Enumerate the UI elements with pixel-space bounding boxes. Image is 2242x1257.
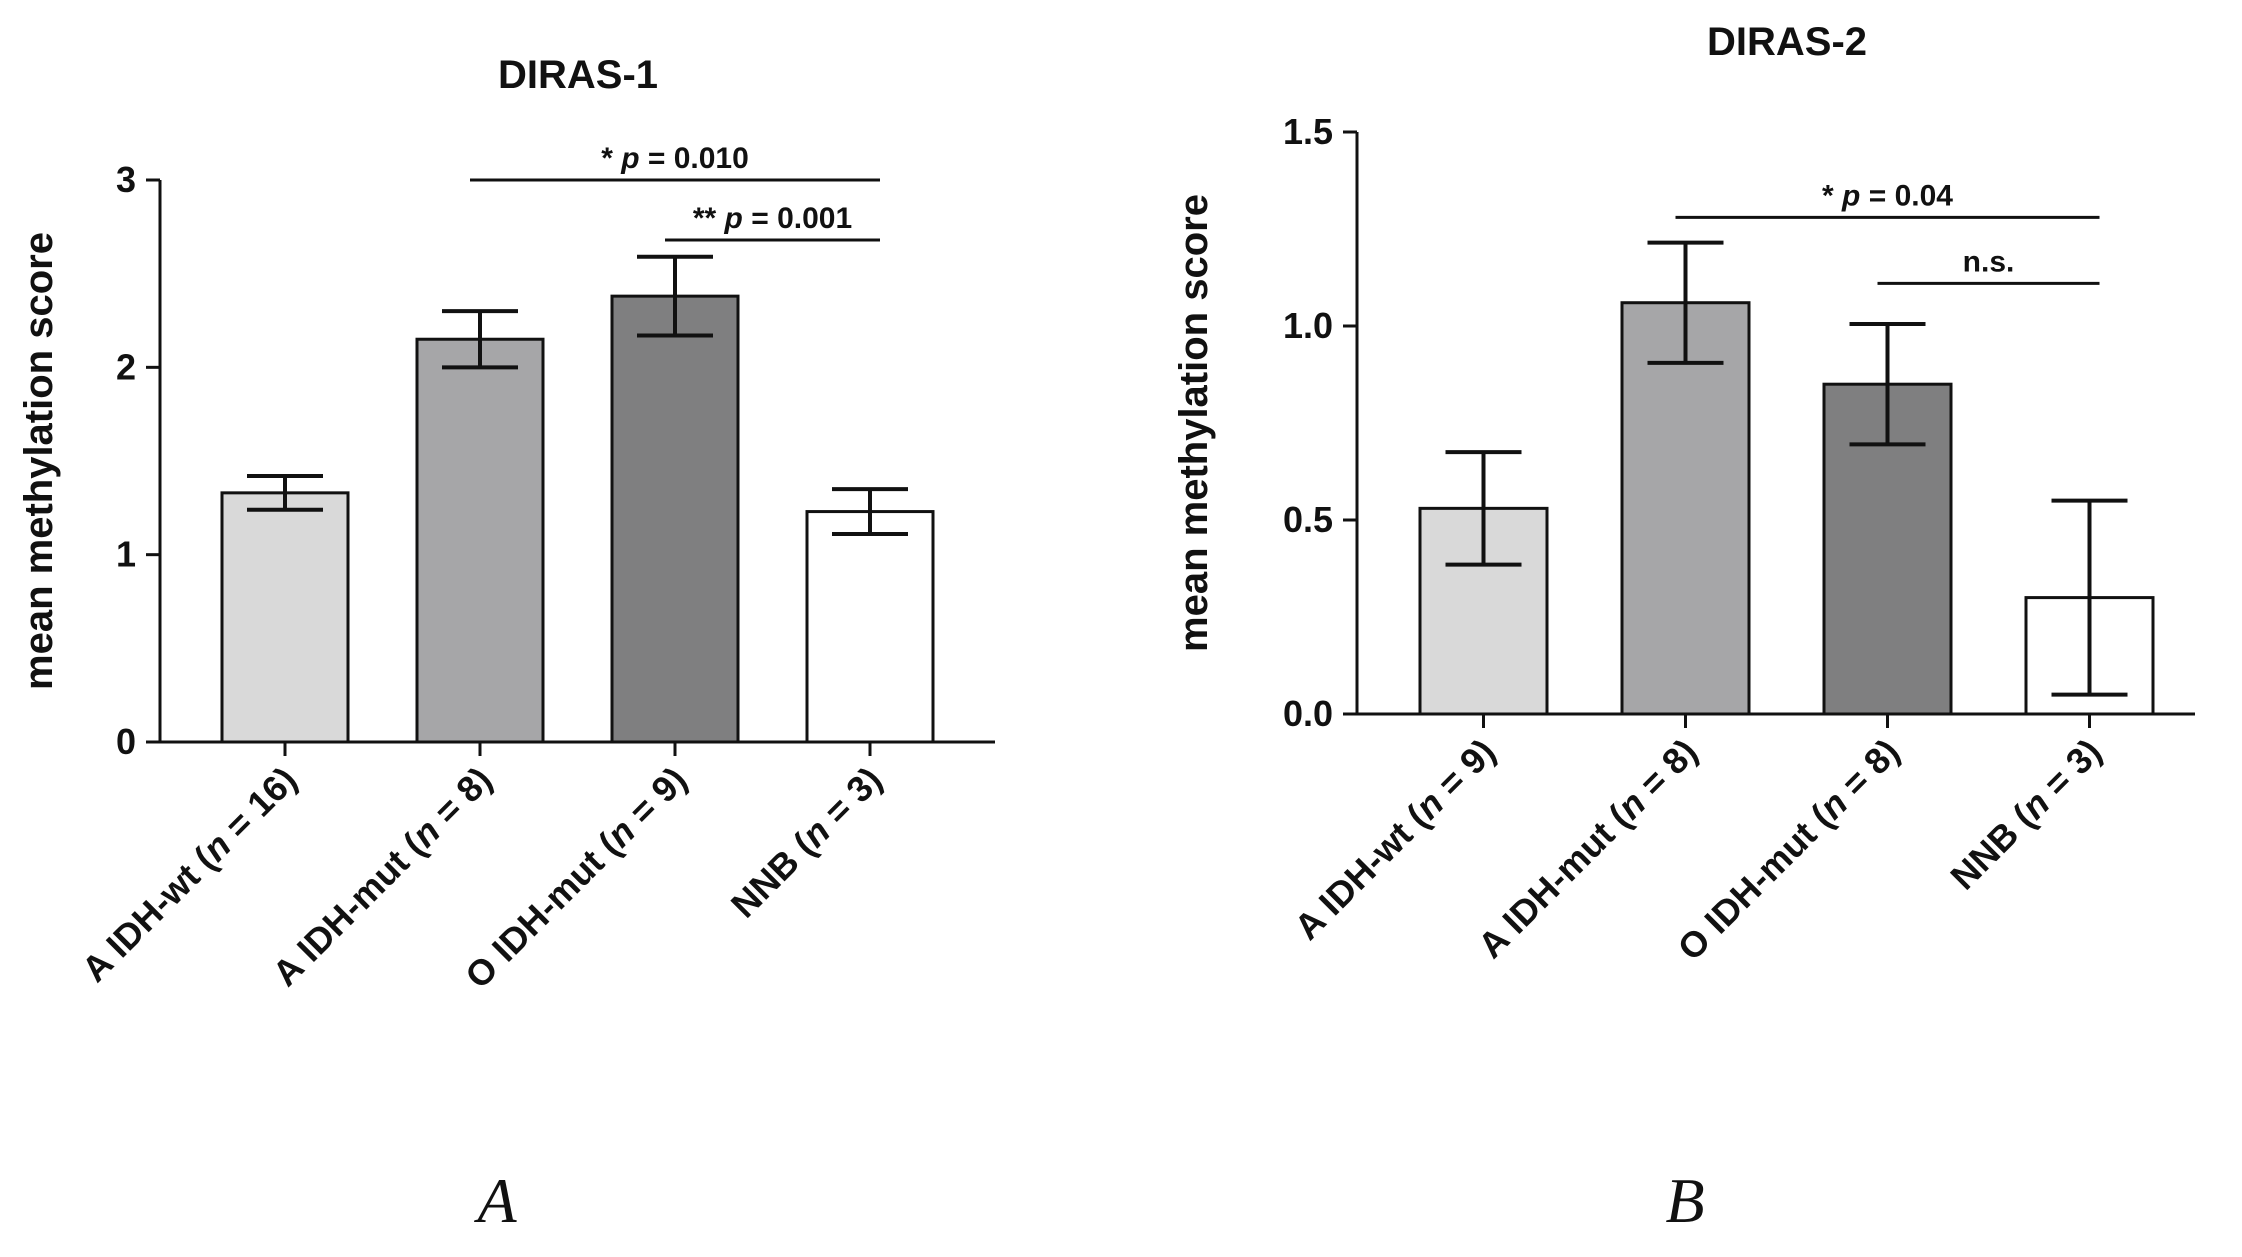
- category-label: A IDH-wt (n = 16): [74, 759, 305, 990]
- chart-panel-b: DIRAS-2 mean methylation score 0.0 0.5 1.0 1.…: [1172, 20, 2195, 1236]
- y-tick-label: 1.5: [1283, 111, 1333, 152]
- y-tick-label: 1.0: [1283, 305, 1333, 346]
- panel-letter: A: [473, 1165, 517, 1236]
- significance-stars: *: [601, 142, 621, 175]
- category-label: A IDH-wt (n = 9): [1286, 731, 1503, 948]
- chart-title: DIRAS-2: [1707, 20, 1867, 64]
- significance-p-symbol: p: [620, 142, 639, 175]
- category-name: O IDH-mut (: [457, 826, 627, 996]
- bar: [1620, 301, 1751, 716]
- panel-letter: B: [1665, 1165, 1704, 1236]
- significance-p-value: = 0.001: [743, 202, 852, 235]
- significance-p-value: n.s.: [1963, 245, 2015, 278]
- significance-p-value: = 0.04: [1860, 179, 1953, 212]
- bar: [610, 294, 740, 744]
- significance-label: n.s.: [1963, 245, 2015, 278]
- significance-label: ** p = 0.001: [693, 202, 852, 235]
- category-name: A IDH-wt (: [1286, 798, 1436, 948]
- y-tick-label: 2: [116, 346, 136, 387]
- chart-panel-a: DIRAS-1 mean methylation score 0 1 2 3 A IDH-w…: [17, 53, 995, 1236]
- category-label: NNB (n = 3): [723, 759, 890, 926]
- category-label: A IDH-mut (n = 8): [1470, 731, 1705, 966]
- y-tick-label: 3: [116, 159, 136, 200]
- significance-stars: *: [1822, 179, 1842, 212]
- significance-p-value: = 0.010: [640, 142, 749, 175]
- significance-label: * p = 0.010: [601, 142, 749, 175]
- category-label: NNB (n = 3): [1942, 731, 2109, 898]
- y-axis-label: mean methylation score: [17, 232, 61, 690]
- category-n-value: = 16): [210, 759, 305, 854]
- significance-p-symbol: p: [724, 202, 743, 235]
- y-tick-label: 0.0: [1283, 693, 1333, 734]
- bar: [220, 491, 350, 744]
- y-tick-label: 0: [116, 721, 136, 762]
- bar: [415, 337, 545, 744]
- chart-title: DIRAS-1: [498, 53, 658, 97]
- category-label: O IDH-mut (n = 8): [1670, 731, 1908, 969]
- significance-p-symbol: p: [1841, 179, 1860, 212]
- bar: [805, 510, 935, 744]
- significance-stars: **: [693, 202, 725, 235]
- category-name: A IDH-mut (: [1470, 798, 1638, 966]
- significance-label: * p = 0.04: [1822, 179, 1953, 212]
- category-name: A IDH-mut (: [264, 826, 432, 994]
- y-tick-label: 1: [116, 534, 136, 575]
- category-name: O IDH-mut (: [1670, 798, 1840, 968]
- y-tick-label: 0.5: [1283, 499, 1333, 540]
- y-axis-label: mean methylation score: [1172, 194, 1216, 652]
- category-name: A IDH-wt (: [74, 840, 224, 990]
